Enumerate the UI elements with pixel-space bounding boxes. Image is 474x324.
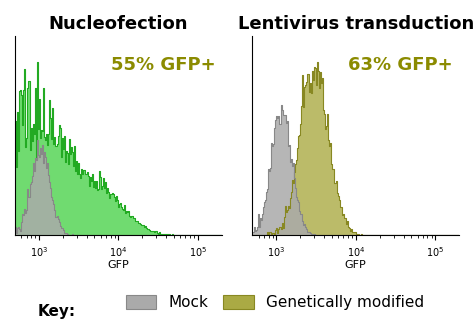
X-axis label: GFP: GFP (345, 260, 366, 270)
Title: Nucleofection: Nucleofection (48, 15, 188, 33)
Text: 55% GFP+: 55% GFP+ (111, 56, 215, 74)
Legend: Mock, Genetically modified: Mock, Genetically modified (119, 289, 430, 316)
Title: Lentivirus transduction: Lentivirus transduction (237, 15, 474, 33)
Text: 63% GFP+: 63% GFP+ (348, 56, 453, 74)
X-axis label: GFP: GFP (108, 260, 129, 270)
Text: Key:: Key: (38, 304, 76, 318)
